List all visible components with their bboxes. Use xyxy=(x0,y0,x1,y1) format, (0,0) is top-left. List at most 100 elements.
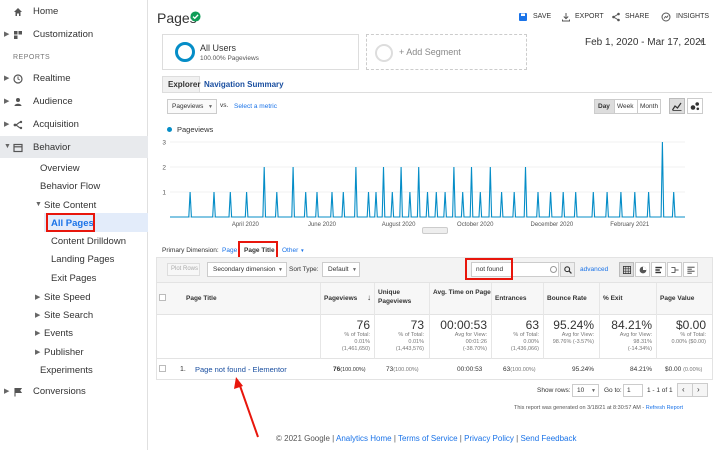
header-avg-time[interactable]: Avg. Time on Page xyxy=(433,289,491,296)
caret-right-icon: ▶ xyxy=(35,330,41,337)
total-value: 73 xyxy=(410,318,424,332)
dimension-page-link[interactable]: Page xyxy=(222,247,238,254)
line-chart-icon xyxy=(672,102,682,111)
column-divider xyxy=(320,283,321,359)
sort-type-value: Default xyxy=(328,266,349,273)
page-title: Pages xyxy=(157,10,197,26)
line-chart-toggle[interactable] xyxy=(669,98,685,114)
day-button[interactable] xyxy=(595,100,614,113)
insights-icon xyxy=(661,12,671,22)
total-sub: (-38.70%) xyxy=(462,346,487,352)
week-button[interactable]: Week xyxy=(617,103,634,110)
date-range-picker[interactable]: Feb 1, 2020 - Mar 17, 2021 xyxy=(585,37,707,48)
footer-link-analytics-home[interactable]: Analytics Home xyxy=(336,434,392,443)
segment-circle-icon xyxy=(175,42,195,62)
view-pivot-button[interactable] xyxy=(683,262,698,277)
x-tick-label: June 2020 xyxy=(308,222,337,228)
row-page-title-link[interactable]: Page not found - Elementor xyxy=(195,365,287,374)
dimension-other-link[interactable]: Other ▼ xyxy=(282,247,305,254)
select-all-checkbox[interactable] xyxy=(159,294,166,301)
other-label: Other xyxy=(282,247,299,254)
y-tick-label: 1 xyxy=(162,190,166,197)
caret-right-icon: ▶ xyxy=(4,98,10,105)
insights-button[interactable]: INSIGHTS xyxy=(676,13,710,20)
footer-link-feedback[interactable]: Send Feedback xyxy=(520,434,577,443)
footer-link-privacy[interactable]: Privacy Policy xyxy=(464,434,514,443)
next-page-icon[interactable]: › xyxy=(697,385,700,394)
header-bounce-rate[interactable]: Bounce Rate xyxy=(547,295,587,302)
prev-page-icon[interactable]: ‹ xyxy=(682,385,685,394)
header-page-value[interactable]: Page Value xyxy=(660,295,695,302)
total-sub: (-14.34%) xyxy=(627,346,652,352)
refresh-report-link[interactable]: Refresh Report xyxy=(645,405,684,411)
column-divider xyxy=(656,283,657,359)
row-avg-time: 00:00:53 xyxy=(457,366,483,373)
row-unique-pageviews: 73(100.00%) xyxy=(386,366,419,373)
row-checkbox[interactable] xyxy=(159,365,166,372)
row-page-value: $0.00 (0.00%) xyxy=(665,366,702,373)
pageviews-chart: 3 2 1 April 2020 June 2020 August 2020 Octobe… xyxy=(162,140,685,228)
header-page-title[interactable]: Page Title xyxy=(186,295,217,302)
advanced-search-link[interactable]: advanced xyxy=(580,266,609,273)
sidebar-item-label: Home xyxy=(33,6,59,17)
save-button[interactable]: SAVE xyxy=(533,13,552,20)
motion-chart-toggle[interactable] xyxy=(687,98,703,114)
total-sub: 98.76% (-3.57%) xyxy=(552,339,594,345)
total-sub: 0.01% xyxy=(408,339,424,345)
table-search-input[interactable]: not found xyxy=(471,262,559,277)
select-metric-link[interactable]: Select a metric xyxy=(234,103,277,110)
view-pie-button[interactable] xyxy=(635,262,650,277)
pivot-view-icon xyxy=(687,266,695,274)
plot-rows-button[interactable]: Plot Rows xyxy=(167,263,200,276)
flag-icon xyxy=(14,387,23,397)
total-sub: (1,443,576) xyxy=(395,346,424,352)
search-icon xyxy=(564,266,572,274)
search-button[interactable] xyxy=(560,262,575,277)
dimension-page-title[interactable]: Page Title xyxy=(244,247,275,254)
home-icon xyxy=(14,8,22,16)
sidebar-item-label: Realtime xyxy=(33,73,71,84)
x-tick-label: August 2020 xyxy=(382,222,416,228)
chart-resize-handle[interactable] xyxy=(422,227,448,234)
total-sub: Avg for View: xyxy=(619,332,652,338)
sidebar-item-label: Publisher xyxy=(44,347,84,358)
chart-y-ticks: 3 2 1 xyxy=(162,140,166,197)
total-avg-time: 00:00:53 Avg for View: 00:01:26 (-38.70%) xyxy=(433,318,487,353)
sidebar-item-label: Experiments xyxy=(40,365,93,376)
tab-navigation-summary[interactable]: Navigation Summary xyxy=(204,80,284,89)
sort-desc-icon[interactable]: ↓ xyxy=(367,293,371,302)
header-unique-pageviews[interactable]: Unique Pageviews xyxy=(378,289,412,305)
view-comparison-button[interactable] xyxy=(667,262,682,277)
sidebar-item-label: Audience xyxy=(33,96,73,107)
clear-search-icon[interactable] xyxy=(550,266,557,273)
rows-per-page-select[interactable]: 10 ▼ xyxy=(572,384,599,397)
goto-label: Go to: xyxy=(604,387,622,394)
share-button[interactable]: SHARE xyxy=(625,13,650,20)
metric-select[interactable]: Pageviews ▼ xyxy=(167,99,217,114)
chevron-down-icon[interactable]: ▼ xyxy=(698,39,705,46)
month-button[interactable]: Month xyxy=(640,103,659,110)
clock-icon xyxy=(13,74,23,84)
header-exit[interactable]: % Exit xyxy=(603,295,623,302)
goto-page-input[interactable]: 1 xyxy=(623,384,643,397)
sidebar-item-label: Site Speed xyxy=(44,292,91,303)
total-sub: Avg for View: xyxy=(454,332,487,338)
table-row xyxy=(156,359,713,380)
sort-type-select[interactable]: Default ▼ xyxy=(322,262,360,277)
goto-page-value: 1 xyxy=(627,387,631,394)
footer-link-terms[interactable]: Terms of Service xyxy=(397,434,458,443)
view-table-button[interactable] xyxy=(619,262,634,277)
divider xyxy=(692,384,693,396)
total-page-value: $0.00% of Total: 0.00% ($0.00) xyxy=(660,318,706,346)
tab-explorer[interactable]: Explorer xyxy=(162,76,200,92)
view-bar-button[interactable] xyxy=(651,262,666,277)
export-button[interactable]: EXPORT xyxy=(575,13,604,20)
header-entrances[interactable]: Entrances xyxy=(495,295,527,302)
vs-label: vs. xyxy=(220,102,229,109)
x-tick-label: December 2020 xyxy=(531,222,574,228)
sidebar-item-label: Site Search xyxy=(44,310,94,321)
secondary-dimension-select[interactable]: Secondary dimension ▼ xyxy=(207,262,287,277)
segment-all-users[interactable]: All Users 100.00% Pageviews xyxy=(162,34,359,70)
add-segment-button[interactable]: + Add Segment xyxy=(366,34,527,70)
header-pageviews[interactable]: Pageviews xyxy=(324,295,358,302)
